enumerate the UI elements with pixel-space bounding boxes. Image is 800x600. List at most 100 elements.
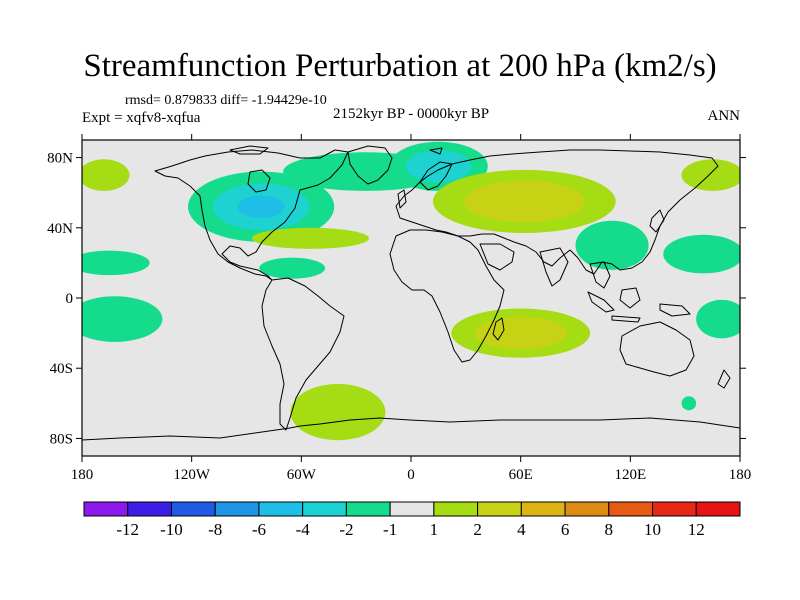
- colorbar-swatch: [83, 501, 129, 517]
- x-tick-label: 120W: [173, 467, 211, 483]
- colorbar-swatch: [564, 501, 610, 517]
- anomaly-level: [681, 159, 740, 191]
- anomaly-indian-ocean-high: [451, 308, 591, 358]
- x-tick-label: 120E: [614, 467, 646, 483]
- anomaly-southeast-pacific-low: [82, 296, 163, 342]
- anomaly-south-pacific-low: [696, 299, 740, 339]
- colorbar-swatch: [214, 501, 260, 517]
- anomaly-atlantic-high: [251, 227, 369, 249]
- coast-antarctica: [82, 417, 740, 441]
- anomaly-level: [237, 195, 285, 218]
- period-label: 2152kyr BP - 0000kyr BP: [332, 106, 490, 122]
- colorbar-swatch: [652, 501, 697, 517]
- y-tick-label: 0: [66, 291, 74, 307]
- colorbar-label: -4: [296, 520, 311, 539]
- anomaly-level: [575, 220, 649, 270]
- coast-madagascar: [492, 317, 505, 341]
- colorbar-label: -1: [383, 520, 397, 539]
- colorbar-swatch: [520, 501, 566, 517]
- colorbar-label: 6: [561, 520, 570, 539]
- coast-arctic-islands: [229, 145, 269, 155]
- coast-africa: [389, 229, 505, 363]
- coast-scandinavia: [419, 161, 453, 191]
- coast-south-america: [261, 277, 345, 431]
- anomaly-level: [464, 180, 585, 223]
- anomaly-eurasia-high: [432, 169, 616, 234]
- y-tick-label: 40S: [50, 361, 73, 377]
- anomaly-north-pacific-high-east: [82, 159, 130, 191]
- colorbar-swatch: [477, 501, 522, 517]
- map-background: [82, 140, 740, 456]
- colorbar-label: 4: [517, 520, 526, 539]
- coast-sumatra: [587, 291, 615, 313]
- colorbar-swatch: [345, 501, 391, 517]
- coastlines: [82, 145, 740, 441]
- anomaly-north-america-low: [188, 171, 335, 242]
- axes: 180 120W 60W 0 60E 120E 180 80N 40N 0 40S 80S: [47, 134, 751, 483]
- colorbar-label: 12: [688, 520, 705, 539]
- colorbar-label: -6: [252, 520, 266, 539]
- colorbar-label: 8: [605, 520, 614, 539]
- x-tick-label: 60E: [509, 467, 533, 483]
- colorbar-label: 1: [430, 520, 439, 539]
- coast-uk: [397, 189, 407, 209]
- anomaly-layer: [82, 141, 740, 441]
- stats-text: rmsd= 0.879833 diff= -1.94429e-10: [125, 93, 327, 108]
- anomaly-south-atlantic-high: [290, 384, 386, 441]
- coast-india: [539, 247, 569, 287]
- anomaly-level: [681, 396, 697, 411]
- anomaly-level: [663, 234, 740, 274]
- coast-north-america: [154, 149, 349, 281]
- anomaly-level: [290, 384, 386, 441]
- x-tick-label: 0: [407, 467, 415, 483]
- coast-indochina: [589, 261, 611, 289]
- colorbar: -12 -10 -8 -6 -4 -2 -1 1 2 4 6 8 10 12: [83, 501, 741, 539]
- anomaly-level: [251, 227, 369, 249]
- experiment-label: Expt = xqfv8-xqfua: [82, 110, 201, 126]
- coast-australia: [619, 321, 695, 377]
- coast-java: [611, 315, 641, 323]
- anomaly-level: [696, 299, 740, 339]
- colorbar-label: 10: [644, 520, 661, 539]
- coast-greenland: [347, 145, 393, 185]
- coast-arabia: [479, 243, 515, 271]
- anomaly-level: [405, 150, 471, 183]
- chart-title: Streamfunction Perturbation at 200 hPa (…: [83, 48, 717, 84]
- anomaly-level: [474, 316, 567, 350]
- colorbar-label: 2: [473, 520, 482, 539]
- colorbar-swatch: [608, 501, 654, 517]
- colorbar-swatch: [302, 501, 347, 517]
- anomaly-level: [82, 159, 130, 191]
- coast-eurasia: [395, 149, 719, 275]
- anomaly-caribbean-low: [259, 257, 326, 279]
- colorbar-swatch: [258, 501, 304, 517]
- y-tick-label: 80N: [47, 151, 73, 167]
- x-tick-label: 180: [729, 467, 752, 483]
- anomaly-level: [82, 250, 150, 276]
- colorbar-swatch: [170, 501, 216, 517]
- season-label: ANN: [707, 108, 741, 124]
- anomaly-north-pacific-high-west: [681, 159, 740, 191]
- colorbar-label: -10: [160, 520, 183, 539]
- coast-japan: [649, 209, 665, 233]
- anomaly-level: [82, 296, 163, 342]
- coast-borneo: [619, 287, 641, 309]
- coast-hudson-bay: [247, 169, 271, 193]
- anomaly-northeast-pacific-low: [82, 250, 150, 276]
- colorbar-label: -12: [116, 520, 139, 539]
- coast-new-zealand: [717, 369, 731, 389]
- coast-new-guinea: [659, 303, 691, 317]
- y-tick-label: 80S: [50, 431, 73, 447]
- colorbar-swatch: [127, 501, 172, 517]
- anomaly-tasman-low: [681, 396, 697, 411]
- y-tick-label: 40N: [47, 221, 73, 237]
- colorbar-swatch: [433, 501, 479, 517]
- x-tick-label: 180: [71, 467, 94, 483]
- coast-svalbard: [429, 147, 443, 155]
- anomaly-east-asia-low: [575, 220, 649, 270]
- colorbar-label: -8: [208, 520, 222, 539]
- colorbar-swatch: [695, 501, 741, 517]
- anomaly-level: [259, 257, 326, 279]
- anomaly-west-pacific-low: [663, 234, 740, 274]
- colorbar-label: -2: [339, 520, 353, 539]
